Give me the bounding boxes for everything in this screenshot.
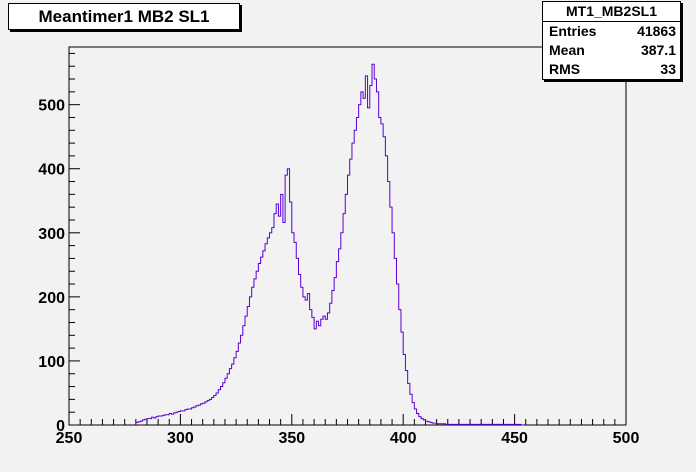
x-tick-label: 300 <box>167 430 194 447</box>
y-tick-label: 400 <box>38 162 65 179</box>
stats-label: Mean <box>549 42 585 58</box>
y-tick-label: 100 <box>38 354 65 371</box>
stats-label: RMS <box>549 61 581 77</box>
y-tick-label: 0 <box>56 418 65 435</box>
histogram-series <box>135 63 524 426</box>
y-tick-label: 300 <box>38 226 65 243</box>
stats-label: Entries <box>549 23 597 39</box>
stats-value: 33 <box>660 61 676 77</box>
stats-value: 41863 <box>637 23 676 39</box>
y-axis: 0 100 200 300 400 500 <box>38 52 80 435</box>
stats-name: MT1_MB2SL1 <box>543 2 680 22</box>
x-tick-label: 350 <box>278 430 305 447</box>
x-tick-label: 450 <box>501 430 528 447</box>
plot-frame <box>68 46 627 426</box>
y-tick-label: 200 <box>38 290 65 307</box>
stats-box: MT1_MB2SL1 Entries 41863 Mean 387.1 RMS … <box>542 1 681 80</box>
x-tick-label: 400 <box>390 430 417 447</box>
x-tick-label: 250 <box>56 430 83 447</box>
x-tick-label: 500 <box>613 430 640 447</box>
stats-value: 387.1 <box>640 42 676 58</box>
stats-row-entries: Entries 41863 <box>543 22 680 41</box>
x-axis: 250 300 350 400 450 500 <box>56 414 640 447</box>
stats-row-rms: RMS 33 <box>543 60 680 79</box>
chart-title: Meantimer1 MB2 SL1 <box>8 3 240 30</box>
y-tick-label: 500 <box>38 98 65 115</box>
stats-row-mean: Mean 387.1 <box>543 41 680 60</box>
